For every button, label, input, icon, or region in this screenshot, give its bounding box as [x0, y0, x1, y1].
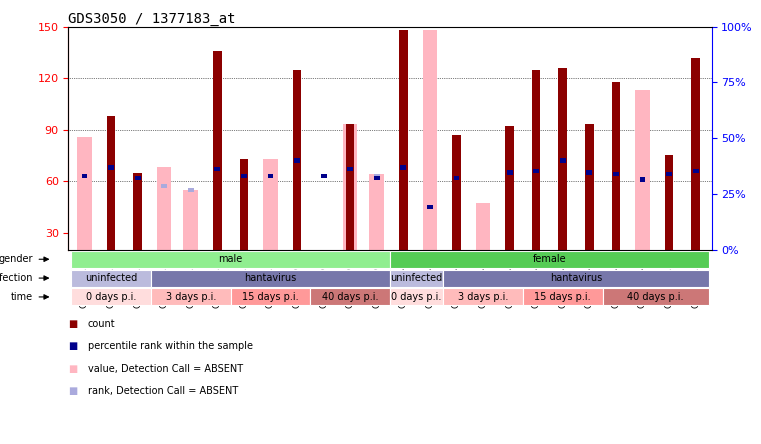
- Bar: [347, 167, 353, 171]
- Bar: [665, 155, 673, 250]
- Bar: [390, 289, 443, 305]
- Text: 3 days p.i.: 3 days p.i.: [166, 292, 216, 302]
- Bar: [81, 174, 88, 178]
- Bar: [81, 174, 88, 178]
- Bar: [157, 167, 171, 250]
- Text: GDS3050 / 1377183_at: GDS3050 / 1377183_at: [68, 12, 236, 26]
- Bar: [443, 289, 523, 305]
- Text: 0 days p.i.: 0 days p.i.: [391, 292, 442, 302]
- Bar: [161, 184, 167, 188]
- Bar: [390, 270, 443, 286]
- Bar: [268, 174, 273, 178]
- Bar: [507, 170, 512, 174]
- Bar: [71, 251, 390, 268]
- Bar: [422, 30, 437, 250]
- Bar: [77, 136, 92, 250]
- Text: value, Detection Call = ABSENT: value, Detection Call = ABSENT: [88, 364, 243, 373]
- Bar: [399, 30, 408, 250]
- Text: ■: ■: [68, 364, 78, 373]
- Bar: [241, 174, 247, 178]
- Bar: [612, 82, 620, 250]
- Bar: [533, 169, 539, 173]
- Bar: [400, 165, 406, 170]
- Bar: [107, 116, 115, 250]
- Bar: [452, 135, 460, 250]
- Text: 40 days p.i.: 40 days p.i.: [322, 292, 378, 302]
- Bar: [693, 169, 699, 173]
- Text: uninfected: uninfected: [390, 273, 443, 283]
- Bar: [585, 124, 594, 250]
- Bar: [310, 289, 390, 305]
- Text: infection: infection: [0, 273, 33, 283]
- Text: 3 days p.i.: 3 days p.i.: [458, 292, 508, 302]
- Text: gender: gender: [0, 254, 33, 264]
- Bar: [240, 159, 248, 250]
- Bar: [294, 175, 300, 180]
- Bar: [691, 58, 700, 250]
- Text: 15 days p.i.: 15 days p.i.: [242, 292, 299, 302]
- Bar: [532, 70, 540, 250]
- Bar: [443, 270, 709, 286]
- Bar: [213, 51, 221, 250]
- Bar: [320, 174, 326, 178]
- Bar: [71, 270, 151, 286]
- Text: ■: ■: [68, 341, 78, 351]
- Bar: [294, 159, 300, 163]
- Bar: [151, 270, 390, 286]
- Bar: [390, 251, 709, 268]
- Bar: [505, 126, 514, 250]
- Bar: [293, 70, 301, 250]
- Bar: [133, 173, 142, 250]
- Text: 15 days p.i.: 15 days p.i.: [534, 292, 591, 302]
- Bar: [639, 177, 645, 182]
- Bar: [231, 289, 310, 305]
- Bar: [666, 172, 672, 176]
- Bar: [587, 170, 592, 174]
- Text: ■: ■: [68, 319, 78, 329]
- Bar: [369, 174, 384, 250]
- Text: uninfected: uninfected: [85, 273, 137, 283]
- Bar: [613, 172, 619, 176]
- Text: hantavirus: hantavirus: [244, 273, 297, 283]
- Bar: [560, 159, 565, 163]
- Bar: [108, 165, 114, 170]
- Text: time: time: [11, 292, 33, 302]
- Bar: [343, 124, 358, 250]
- Text: rank, Detection Call = ABSENT: rank, Detection Call = ABSENT: [88, 386, 237, 396]
- Bar: [454, 175, 460, 180]
- Text: hantavirus: hantavirus: [550, 273, 602, 283]
- Text: count: count: [88, 319, 115, 329]
- Text: female: female: [533, 254, 566, 264]
- Text: ■: ■: [68, 386, 78, 396]
- Bar: [476, 203, 490, 250]
- Bar: [346, 124, 355, 250]
- Text: 0 days p.i.: 0 days p.i.: [86, 292, 136, 302]
- Text: male: male: [218, 254, 243, 264]
- Bar: [188, 187, 193, 192]
- Bar: [151, 289, 231, 305]
- Text: percentile rank within the sample: percentile rank within the sample: [88, 341, 253, 351]
- Bar: [320, 174, 326, 178]
- Bar: [427, 205, 433, 209]
- Bar: [374, 175, 380, 180]
- Bar: [135, 175, 141, 180]
- Bar: [374, 174, 380, 178]
- Bar: [559, 68, 567, 250]
- Bar: [71, 289, 151, 305]
- Bar: [215, 167, 220, 171]
- Bar: [603, 289, 709, 305]
- Bar: [263, 159, 278, 250]
- Bar: [523, 289, 603, 305]
- Bar: [183, 190, 198, 250]
- Bar: [635, 90, 650, 250]
- Text: 40 days p.i.: 40 days p.i.: [628, 292, 684, 302]
